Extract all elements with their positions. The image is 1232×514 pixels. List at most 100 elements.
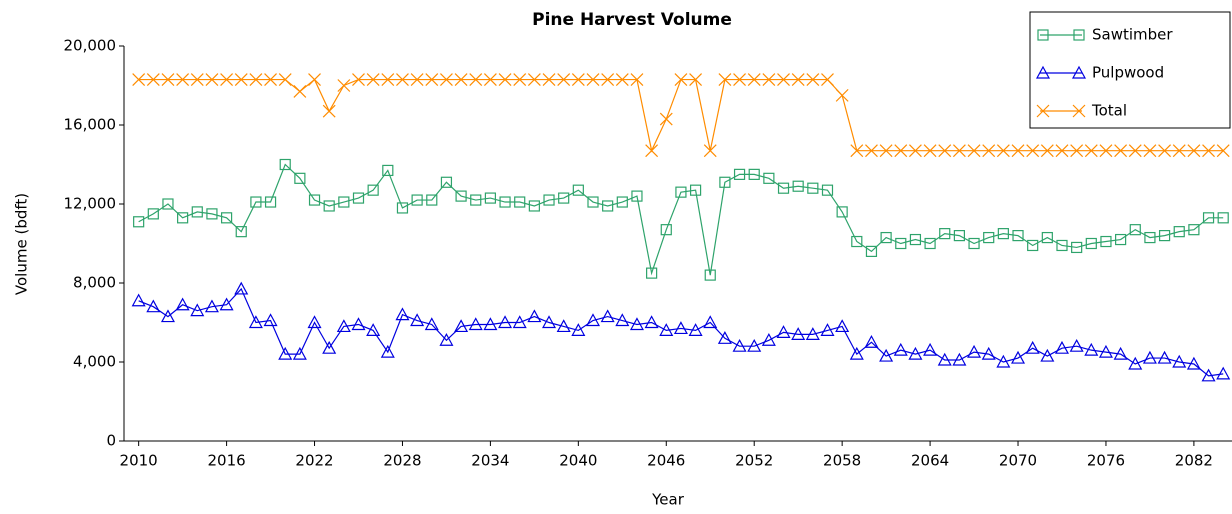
marker bbox=[586, 73, 600, 86]
series-line bbox=[138, 163, 1224, 276]
marker bbox=[733, 73, 746, 86]
marker bbox=[190, 303, 205, 317]
marker bbox=[1072, 104, 1086, 118]
marker bbox=[982, 144, 996, 158]
marker bbox=[1099, 144, 1113, 158]
chart-title: Pine Harvest Volume bbox=[532, 10, 732, 30]
marker bbox=[631, 190, 643, 202]
marker bbox=[366, 73, 380, 86]
marker bbox=[176, 73, 190, 86]
marker bbox=[543, 194, 555, 206]
marker bbox=[1188, 224, 1200, 236]
marker bbox=[1084, 144, 1098, 158]
marker bbox=[322, 340, 337, 354]
legend-label: Total bbox=[1091, 102, 1127, 120]
marker bbox=[426, 194, 438, 206]
marker bbox=[263, 313, 278, 327]
marker bbox=[337, 79, 351, 92]
marker bbox=[175, 297, 190, 311]
marker bbox=[527, 309, 542, 323]
marker bbox=[161, 73, 175, 86]
marker bbox=[264, 196, 277, 208]
marker bbox=[646, 267, 658, 279]
marker bbox=[380, 344, 395, 358]
marker bbox=[923, 144, 937, 158]
y-tick-label: 20,000 bbox=[64, 37, 117, 55]
marker bbox=[1100, 235, 1112, 248]
marker bbox=[219, 297, 234, 311]
marker bbox=[893, 342, 908, 356]
marker bbox=[220, 212, 233, 224]
marker bbox=[1012, 230, 1024, 242]
marker bbox=[981, 346, 996, 360]
x-tick-label: 2034 bbox=[471, 452, 509, 470]
marker bbox=[1069, 338, 1084, 352]
marker bbox=[660, 224, 672, 236]
marker bbox=[1216, 144, 1230, 158]
marker bbox=[1172, 354, 1187, 368]
marker bbox=[572, 184, 584, 196]
marker bbox=[469, 73, 483, 86]
marker bbox=[820, 323, 835, 336]
legend-label: Pulpwood bbox=[1092, 64, 1164, 82]
marker bbox=[499, 196, 511, 208]
marker bbox=[206, 208, 218, 220]
marker bbox=[249, 73, 263, 86]
marker bbox=[146, 73, 160, 86]
marker bbox=[1040, 348, 1055, 362]
marker bbox=[278, 346, 293, 360]
marker bbox=[484, 192, 497, 204]
y-tick-label: 16,000 bbox=[64, 116, 117, 134]
marker bbox=[939, 228, 951, 240]
marker bbox=[953, 230, 965, 242]
marker bbox=[191, 206, 203, 218]
marker bbox=[703, 144, 717, 158]
x-tick-label: 2058 bbox=[823, 452, 861, 470]
x-tick-label: 2028 bbox=[383, 452, 421, 470]
marker bbox=[352, 192, 365, 204]
marker bbox=[131, 293, 146, 307]
marker bbox=[424, 317, 439, 331]
marker bbox=[763, 172, 775, 184]
marker bbox=[1056, 239, 1068, 252]
marker bbox=[747, 338, 762, 352]
marker bbox=[528, 200, 540, 212]
marker bbox=[791, 327, 806, 340]
marker bbox=[557, 73, 571, 86]
marker bbox=[483, 73, 497, 86]
marker bbox=[1098, 344, 1113, 358]
marker bbox=[996, 354, 1011, 368]
marker bbox=[967, 144, 981, 158]
y-tick-label: 12,000 bbox=[64, 195, 117, 213]
marker bbox=[761, 333, 776, 346]
marker bbox=[601, 73, 615, 86]
marker bbox=[235, 226, 247, 238]
marker bbox=[673, 321, 688, 335]
marker bbox=[440, 73, 453, 86]
marker bbox=[395, 307, 410, 321]
x-tick-label: 2022 bbox=[295, 452, 333, 470]
marker bbox=[1025, 340, 1040, 354]
marker bbox=[1040, 144, 1054, 158]
marker bbox=[512, 315, 527, 329]
marker bbox=[675, 186, 687, 198]
marker bbox=[688, 323, 703, 336]
marker bbox=[1157, 350, 1172, 364]
marker bbox=[1186, 356, 1201, 370]
marker bbox=[292, 346, 307, 360]
marker bbox=[659, 323, 674, 336]
marker bbox=[352, 73, 365, 86]
marker bbox=[294, 172, 306, 184]
marker bbox=[777, 73, 790, 86]
marker bbox=[615, 313, 630, 327]
marker bbox=[909, 144, 922, 158]
marker bbox=[952, 352, 967, 366]
marker bbox=[160, 309, 175, 323]
marker bbox=[1054, 340, 1070, 354]
marker bbox=[1128, 356, 1143, 370]
marker bbox=[1055, 144, 1069, 158]
x-tick-label: 2070 bbox=[999, 452, 1037, 470]
marker bbox=[439, 333, 454, 346]
marker bbox=[879, 348, 894, 362]
marker bbox=[645, 144, 659, 158]
